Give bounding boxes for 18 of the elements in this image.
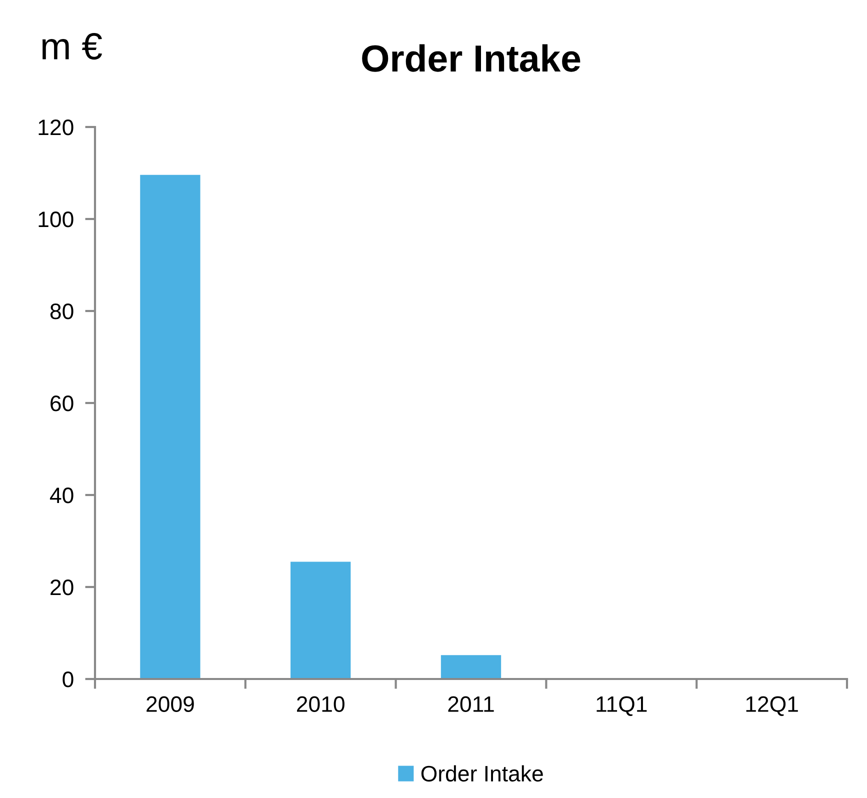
x-tick-label: 2009 [146,696,194,712]
x-tick-label: 12Q1 [746,696,798,716]
chart-title: Order Intake [362,44,580,72]
y-tick-label: 40 [50,488,74,504]
bar [140,174,200,679]
legend-label: Order Intake [421,765,543,782]
bar [440,655,502,679]
y-axis-title: m € [42,33,102,60]
y-tick-label: 80 [50,304,74,320]
x-tick-label: 11Q1 [596,696,647,716]
y-tick-label: 60 [50,396,74,412]
bar [290,562,351,679]
y-tick-label: 20 [50,580,74,596]
x-tick-label: 2010 [297,696,344,712]
y-tick-label: 100 [38,212,74,228]
x-tick-label: 2011 [448,696,494,712]
y-tick-label: 120 [38,120,74,136]
y-tick-label: 0 [62,672,74,688]
